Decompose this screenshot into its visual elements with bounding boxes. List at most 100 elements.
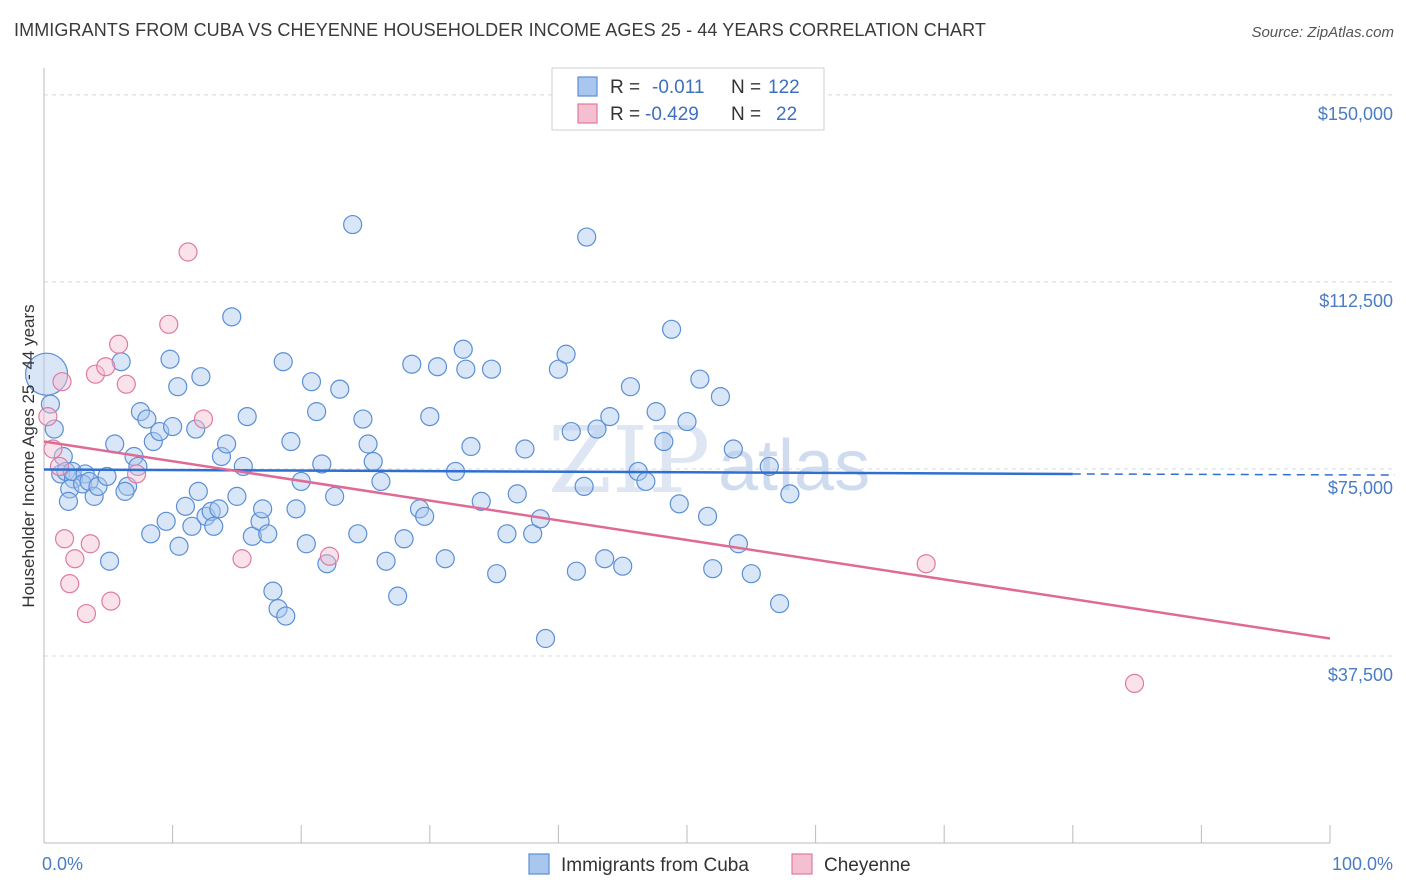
scatter-point [353,409,373,429]
scatter-point [507,484,527,504]
scatter-point [141,524,161,544]
scatter-point [65,549,85,569]
legend-swatch-cuba [577,76,598,97]
scatter-point [535,628,556,649]
scatter-point [741,564,761,584]
y-tick-label: $37,500 [1328,665,1393,685]
scatter-point [388,586,408,606]
scatter-point [677,411,697,432]
legend-bottom: Immigrants from Cuba Cheyenne [528,853,911,876]
scatter-point [566,561,587,581]
scatter-point [759,456,779,477]
scatter-point [163,416,183,437]
chart-title: IMMIGRANTS FROM CUBA VS CHEYENNE HOUSEHO… [14,20,986,40]
legend-r-value-cheyenne: -0.429 [645,104,699,125]
scatter-point [358,434,378,454]
scatter-point [703,559,723,579]
scatter-point [182,516,202,536]
scatter-point [222,307,242,327]
scatter-point [80,534,100,554]
scatter-point [515,439,535,459]
legend-bottom-label-cheyenne: Cheyenne [824,855,911,876]
scatter-point [916,554,936,574]
scatter-point [108,334,129,354]
scatter-point [49,456,70,477]
scatter-point [371,471,391,492]
series-cheyenne-points [38,242,1145,694]
scatter-point [317,554,337,574]
scatter-point [126,464,147,484]
trend-lines [43,440,1396,640]
scatter-point [523,524,543,544]
scatter-point [159,314,179,334]
scatter-point [201,501,221,521]
scatter-point [150,421,170,442]
scatter-point [348,524,368,544]
scatter-point [97,466,117,487]
scatter-point [415,506,435,526]
scatter-point [60,574,80,594]
scatter-point [669,494,689,514]
scatter-point [253,499,273,519]
scatter-point [620,377,641,397]
scatter-point [661,319,682,339]
legend-bottom-swatch-cuba [528,853,550,875]
scatter-point [191,367,211,387]
scatter-point [343,214,363,235]
scatter-point [402,354,422,374]
legend-top: R = -0.011 N = 122 R = -0.429 N = 22 [551,67,825,131]
scatter-point [217,434,237,454]
scatter-point [188,481,208,501]
scatter-point [394,529,414,549]
scatter-point [175,496,196,516]
y-tick-label: $150,000 [1318,104,1393,124]
scatter-point [99,551,120,571]
scatter-point [84,486,104,506]
scatter-point [461,436,481,457]
scatter-point [471,491,491,511]
legend-n-value-cheyenne: 22 [776,104,797,125]
scatter-point [258,524,278,544]
scatter-point [780,484,800,504]
scatter-point [242,526,262,546]
scatter-point [276,606,296,626]
scatter-point [209,499,229,519]
scatter-point [273,352,293,372]
scatter-point [587,419,607,439]
scatter-point [178,242,198,262]
scatter-point [169,536,189,556]
scatter-point [312,454,332,474]
scatter-point [453,339,473,359]
scatter-point [325,486,345,506]
scatter-point [481,359,502,379]
scatter-point [193,409,214,429]
legend-r-label-cheyenne: R = [610,104,640,125]
scatter-point [58,491,79,511]
scatter-point [115,481,135,501]
watermark-atlas: atlas [718,426,870,506]
scatter-point [40,394,61,414]
scatter-point [281,431,301,452]
scatter-point [1124,673,1145,694]
scatter-point [237,406,257,427]
scatter-point [232,549,252,569]
scatter-point [363,451,383,472]
scatter-point [116,374,136,394]
y-axis-title: Householder Income Ages 25 - 44 years [19,304,38,607]
scatter-point [186,419,206,439]
legend-r-value-cuba: -0.011 [652,77,704,98]
scatter-point [160,349,180,369]
scatter-point [38,406,58,427]
scatter-point [211,446,232,467]
scatter-point [44,419,64,439]
scatter-point [574,476,594,497]
y-tick-label: $112,500 [1319,291,1393,311]
scatter-point [556,344,576,364]
y-tick-label: $75,000 [1328,478,1393,498]
scatter-point [296,534,316,554]
scatter-point [376,551,396,571]
scatter-point [723,439,743,459]
legend-n-value-cuba: 122 [768,77,800,98]
scatter-point [85,364,106,384]
x-tick-label-max: 100.0% [1332,854,1393,874]
